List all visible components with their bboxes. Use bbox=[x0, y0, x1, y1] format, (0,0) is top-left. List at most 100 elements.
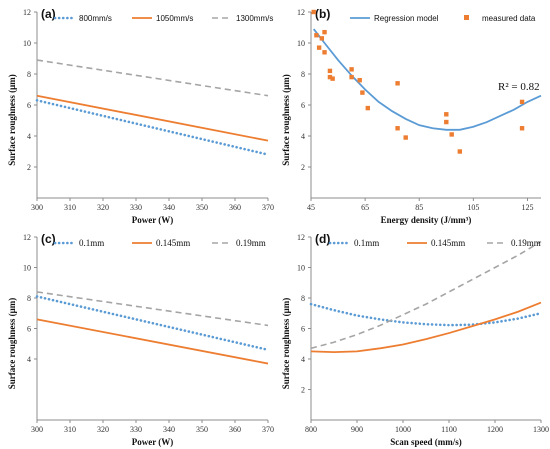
y-tick-label: 4 bbox=[27, 132, 31, 141]
chart-panel-a: 300 310 320 330 340 350 360 370 2 4 6 8 10 12 Power (W… bbox=[7, 7, 274, 225]
x-tick-label: 340 bbox=[163, 203, 175, 212]
data-point bbox=[519, 99, 525, 105]
y-tick-label: 10 bbox=[297, 39, 305, 48]
series-line-regression-model bbox=[312, 28, 542, 131]
legend-label: 0.1mm bbox=[79, 238, 104, 248]
y-axis-title: Surface roughness (μm) bbox=[281, 74, 291, 165]
data-point bbox=[311, 9, 316, 15]
y-tick-label: 10 bbox=[23, 264, 31, 273]
data-point bbox=[360, 90, 365, 95]
x-tick-label: 65 bbox=[361, 203, 369, 212]
data-point bbox=[322, 29, 327, 35]
legend-label: 0.19mm bbox=[236, 238, 266, 248]
y-tick-label: 12 bbox=[23, 233, 31, 242]
y-tick-label: 10 bbox=[23, 39, 31, 48]
legend-label: 1300mm/s bbox=[236, 14, 273, 23]
data-point bbox=[449, 132, 454, 137]
x-tick-label: 350 bbox=[196, 425, 208, 434]
y-axis-title: Surface roughness (μm) bbox=[7, 298, 17, 389]
y-tick-label: 2 bbox=[301, 386, 305, 395]
data-point bbox=[395, 81, 400, 86]
legend-label: 0.145mm bbox=[431, 238, 465, 248]
series-line-0-1mm bbox=[35, 295, 270, 352]
x-tick-label: 320 bbox=[97, 203, 109, 212]
data-point bbox=[330, 76, 335, 81]
x-axis-title: Power (W) bbox=[132, 215, 174, 225]
data-point bbox=[327, 74, 333, 80]
x-tick-label: 1200 bbox=[487, 425, 503, 434]
x-tick-label: 105 bbox=[467, 203, 479, 212]
y-tick-label: 2 bbox=[301, 163, 305, 172]
data-point bbox=[319, 36, 325, 41]
panel-label: (d) bbox=[315, 232, 330, 246]
y-tick-label: 8 bbox=[27, 294, 31, 303]
x-tick-label: 800 bbox=[305, 425, 317, 434]
y-tick-label: 2 bbox=[27, 163, 31, 172]
y-tick-label: 6 bbox=[301, 325, 305, 334]
y-axis-title: Surface roughness (μm) bbox=[7, 74, 17, 165]
legend-label: 800mm/s bbox=[79, 14, 112, 23]
legend-label: 0.1mm bbox=[354, 238, 379, 248]
x-tick-label: 1000 bbox=[395, 425, 411, 434]
x-tick-label: 1100 bbox=[441, 425, 457, 434]
series-line-0-19mm bbox=[310, 240, 542, 350]
r-squared-annotation: R² = 0.82 bbox=[498, 81, 540, 93]
x-tick-label: 330 bbox=[130, 203, 142, 212]
y-tick-label: 12 bbox=[297, 8, 305, 17]
series-line-800mm-s bbox=[35, 99, 270, 156]
x-axis-title: Energy density (J/mm³) bbox=[381, 215, 472, 225]
legend-label: 0.145mm bbox=[156, 238, 190, 248]
x-tick-label: 45 bbox=[307, 203, 315, 212]
chart-panel-b: 45 65 85 105 125 2 4 6 8 10 12 Energy density (J/mm… bbox=[281, 7, 542, 225]
chart-panel-c: 300 310 320 330 340 350 360 370 4 6 8 10 12 Power (W)… bbox=[7, 232, 274, 447]
x-tick-label: 125 bbox=[521, 203, 533, 212]
series-line-0-1mm bbox=[309, 302, 543, 327]
x-tick-label: 370 bbox=[262, 425, 274, 434]
legend-label: 0.19mm bbox=[511, 238, 541, 248]
data-point bbox=[365, 105, 371, 111]
x-tick-label: 300 bbox=[31, 425, 43, 434]
panel-label: (b) bbox=[315, 7, 330, 21]
y-tick-label: 4 bbox=[27, 355, 31, 364]
x-tick-label: 900 bbox=[351, 425, 363, 434]
data-point bbox=[403, 135, 408, 140]
series-line-1300mm-s bbox=[36, 59, 269, 97]
panel-label: (a) bbox=[41, 7, 56, 21]
data-point bbox=[349, 74, 354, 80]
series-line-0-19mm bbox=[36, 291, 269, 327]
data-point bbox=[314, 33, 319, 38]
series-line-0-145mm bbox=[310, 301, 542, 354]
y-axis-title: Surface roughness (μm) bbox=[281, 298, 291, 389]
legend-label: 1050mm/s bbox=[156, 14, 193, 23]
data-point bbox=[327, 68, 333, 74]
data-point bbox=[457, 149, 463, 154]
x-axis-title: Power (W) bbox=[132, 437, 174, 447]
series-line-0-145mm bbox=[36, 318, 269, 365]
x-tick-label: 310 bbox=[64, 425, 76, 434]
data-point bbox=[316, 45, 322, 50]
x-tick-label: 370 bbox=[262, 203, 274, 212]
y-tick-label: 12 bbox=[23, 8, 31, 17]
data-point bbox=[322, 50, 327, 55]
y-tick-label: 6 bbox=[301, 101, 305, 110]
y-tick-label: 6 bbox=[27, 101, 31, 110]
x-tick-label: 1300 bbox=[533, 425, 549, 434]
y-tick-label: 10 bbox=[297, 264, 305, 273]
x-tick-label: 300 bbox=[31, 203, 43, 212]
legend-label: Regression model bbox=[374, 14, 439, 23]
y-tick-label: 12 bbox=[297, 233, 305, 242]
y-tick-label: 8 bbox=[301, 294, 305, 303]
y-tick-label: 6 bbox=[27, 325, 31, 334]
x-axis-title: Scan speed (mm/s) bbox=[390, 437, 462, 447]
x-tick-label: 85 bbox=[415, 203, 423, 212]
x-tick-label: 350 bbox=[196, 203, 208, 212]
series-line-1050mm-s bbox=[36, 94, 269, 142]
legend-label: measured data bbox=[482, 14, 536, 23]
y-tick-label: 8 bbox=[27, 70, 31, 79]
x-tick-label: 310 bbox=[64, 203, 76, 212]
x-tick-label: 340 bbox=[163, 425, 175, 434]
y-tick-label: 8 bbox=[301, 70, 305, 79]
x-tick-label: 360 bbox=[229, 203, 241, 212]
y-tick-label: 4 bbox=[301, 132, 305, 141]
